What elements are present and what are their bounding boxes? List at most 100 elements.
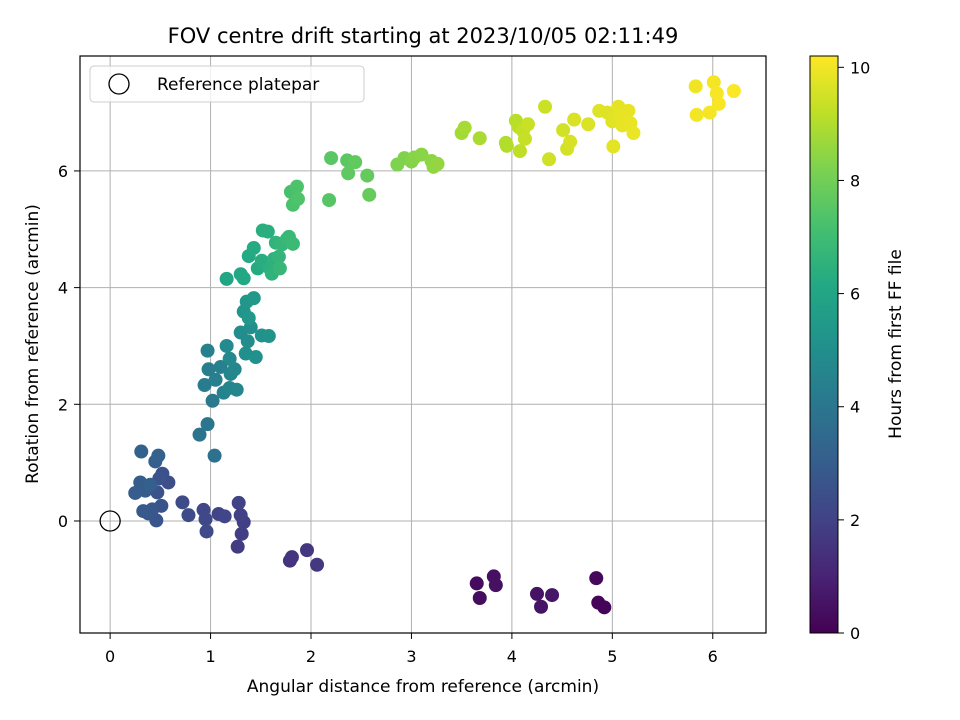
data-point xyxy=(272,261,287,276)
data-point xyxy=(246,240,261,255)
x-tick-label: 3 xyxy=(406,647,416,666)
data-point xyxy=(709,86,724,101)
data-point xyxy=(322,193,337,208)
x-tick-label: 4 xyxy=(507,647,517,666)
colorbar-tick-label: 8 xyxy=(850,171,860,190)
data-point xyxy=(230,539,245,554)
colorbar-tick-label: 4 xyxy=(850,398,860,417)
data-point xyxy=(200,417,215,432)
data-point xyxy=(181,508,196,523)
data-point xyxy=(581,117,596,132)
data-point xyxy=(285,236,300,251)
data-point xyxy=(175,495,190,510)
data-point xyxy=(324,151,339,166)
data-point xyxy=(545,588,560,603)
data-point xyxy=(529,586,544,601)
data-point xyxy=(341,166,356,181)
data-point xyxy=(556,123,571,138)
data-point xyxy=(534,599,549,614)
data-point xyxy=(227,362,242,377)
data-point xyxy=(136,504,151,519)
data-point xyxy=(198,512,213,527)
data-point xyxy=(726,84,741,99)
data-point xyxy=(606,139,621,154)
data-point xyxy=(234,526,249,541)
data-point xyxy=(430,156,445,171)
data-point xyxy=(414,147,429,162)
data-point xyxy=(143,477,158,492)
data-point xyxy=(213,359,228,374)
legend-box xyxy=(89,65,365,103)
data-point xyxy=(310,557,325,572)
data-point xyxy=(626,126,641,141)
y-axis-ticks: 0 2 4 6 xyxy=(58,162,80,531)
data-point xyxy=(284,550,299,565)
data-point xyxy=(207,448,222,463)
data-point xyxy=(289,179,304,194)
y-tick-label: 4 xyxy=(58,279,68,298)
data-point xyxy=(199,524,214,539)
data-point xyxy=(472,131,487,146)
data-point xyxy=(271,249,286,264)
data-point xyxy=(360,168,375,183)
data-point xyxy=(589,571,604,586)
data-point xyxy=(222,351,237,366)
legend-label-reference: Reference platepar xyxy=(157,75,319,95)
colorbar-tick-label: 0 xyxy=(850,624,860,643)
data-point xyxy=(299,543,314,558)
data-point xyxy=(706,75,721,90)
data-point xyxy=(488,578,503,593)
x-tick-label: 0 xyxy=(105,647,115,666)
data-point xyxy=(688,79,703,94)
x-tick-label: 6 xyxy=(708,647,718,666)
data-point xyxy=(197,378,212,393)
data-point xyxy=(362,187,377,202)
x-axis-title: Angular distance from reference (arcmin) xyxy=(247,677,599,697)
data-point xyxy=(192,427,207,442)
colorbar-ticks: 0 2 4 6 8 10 xyxy=(838,58,870,643)
data-point xyxy=(260,224,275,239)
data-point xyxy=(469,576,484,591)
x-tick-label: 1 xyxy=(205,647,215,666)
colorbar: 0 2 4 6 8 10 Hours from first FF file xyxy=(809,55,906,643)
colorbar-gradient xyxy=(809,55,839,634)
reference-platepar-marker xyxy=(99,510,121,532)
colorbar-tick-label: 2 xyxy=(850,511,860,530)
data-point xyxy=(512,144,527,159)
data-point xyxy=(520,117,535,132)
data-point xyxy=(128,485,143,500)
data-point xyxy=(542,152,557,167)
data-point xyxy=(217,509,232,524)
data-point xyxy=(241,310,256,325)
data-point xyxy=(290,191,305,206)
data-point xyxy=(499,138,514,153)
data-point xyxy=(567,112,582,127)
data-point xyxy=(201,362,216,377)
data-point xyxy=(702,105,717,120)
data-point xyxy=(219,338,234,353)
colorbar-tick-label: 10 xyxy=(850,58,870,77)
data-point xyxy=(151,448,166,463)
data-point xyxy=(240,334,255,349)
data-point xyxy=(229,382,244,397)
data-point xyxy=(246,291,261,306)
data-point xyxy=(233,508,248,523)
data-point xyxy=(134,444,149,459)
y-tick-label: 0 xyxy=(58,512,68,531)
chart-title: FOV centre drift starting at 2023/10/05 … xyxy=(168,24,679,48)
y-tick-label: 2 xyxy=(58,395,68,414)
data-point xyxy=(200,343,215,358)
legend: Reference platepar xyxy=(89,65,365,103)
data-point xyxy=(219,271,234,286)
colorbar-label: Hours from first FF file xyxy=(886,249,906,439)
y-tick-label: 6 xyxy=(58,162,68,181)
colorbar-tick-label: 6 xyxy=(850,285,860,304)
data-point xyxy=(689,107,704,122)
x-tick-label: 5 xyxy=(607,647,617,666)
data-point xyxy=(597,600,612,615)
data-point xyxy=(231,495,246,510)
plot-frame xyxy=(79,55,767,634)
data-point xyxy=(621,103,636,118)
data-point xyxy=(236,271,251,286)
